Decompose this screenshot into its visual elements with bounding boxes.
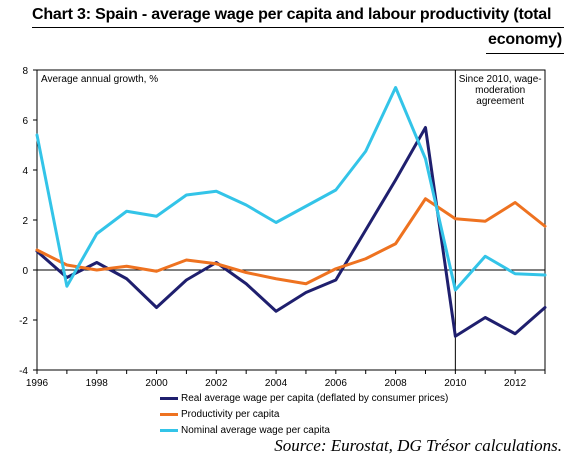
- legend-label: Real average wage per capita (deflated b…: [181, 392, 449, 404]
- x-tick-label: 1996: [26, 378, 49, 388]
- x-tick-label: 2008: [384, 378, 407, 388]
- series-line-2: [35, 197, 547, 286]
- y-tick-label: 0: [22, 266, 28, 277]
- title-underline-1: [32, 27, 564, 28]
- legend-item: Nominal average wage per capita: [160, 422, 448, 438]
- chart-legend: Real average wage per capita (deflated b…: [160, 390, 448, 438]
- y-tick-label: -4: [19, 366, 28, 377]
- legend-swatch: [160, 396, 178, 400]
- x-tick-label: 2000: [145, 378, 168, 388]
- chart-subtitle: Average annual growth, %: [41, 74, 158, 85]
- legend-swatch: [160, 412, 178, 416]
- y-tick-label: 6: [22, 116, 28, 127]
- legend-item: Real average wage per capita (deflated b…: [160, 390, 448, 406]
- chart-title: Chart 3: Spain - average wage per capita…: [32, 6, 564, 54]
- x-tick-label: 2006: [325, 378, 348, 388]
- y-tick-label: 4: [22, 166, 28, 177]
- line-chart: -4 -2 0 2 4 6 8 1996 1998 2000 2002 2004 2006 2008 201…: [19, 66, 547, 388]
- x-tick-label: 2002: [205, 378, 228, 388]
- x-tick-label: 2010: [444, 378, 467, 388]
- source-note: Source: Eurostat, DG Trésor calculations…: [274, 436, 562, 455]
- agreement-annotation: agreement: [476, 96, 524, 107]
- legend-item: Productivity per capita: [160, 406, 448, 422]
- y-tick-label: -2: [19, 316, 28, 327]
- legend-swatch: [160, 428, 178, 432]
- title-line-2: economy): [488, 31, 562, 48]
- x-tick-label: 1998: [86, 378, 109, 388]
- agreement-annotation: moderation: [475, 85, 525, 96]
- legend-label: Productivity per capita: [181, 408, 280, 420]
- legend-label: Nominal average wage per capita: [181, 424, 330, 436]
- agreement-annotation: Since 2010, wage-: [459, 74, 542, 85]
- x-tick-label: 2012: [504, 378, 527, 388]
- y-tick-label: 8: [22, 66, 28, 77]
- y-tick-label: 2: [22, 216, 28, 227]
- x-tick-label: 2004: [265, 378, 288, 388]
- series-line-1: [35, 126, 547, 338]
- title-underline-2: [486, 53, 564, 54]
- series-line-3: [35, 86, 547, 292]
- title-line-1: Chart 3: Spain - average wage per capita…: [32, 6, 552, 23]
